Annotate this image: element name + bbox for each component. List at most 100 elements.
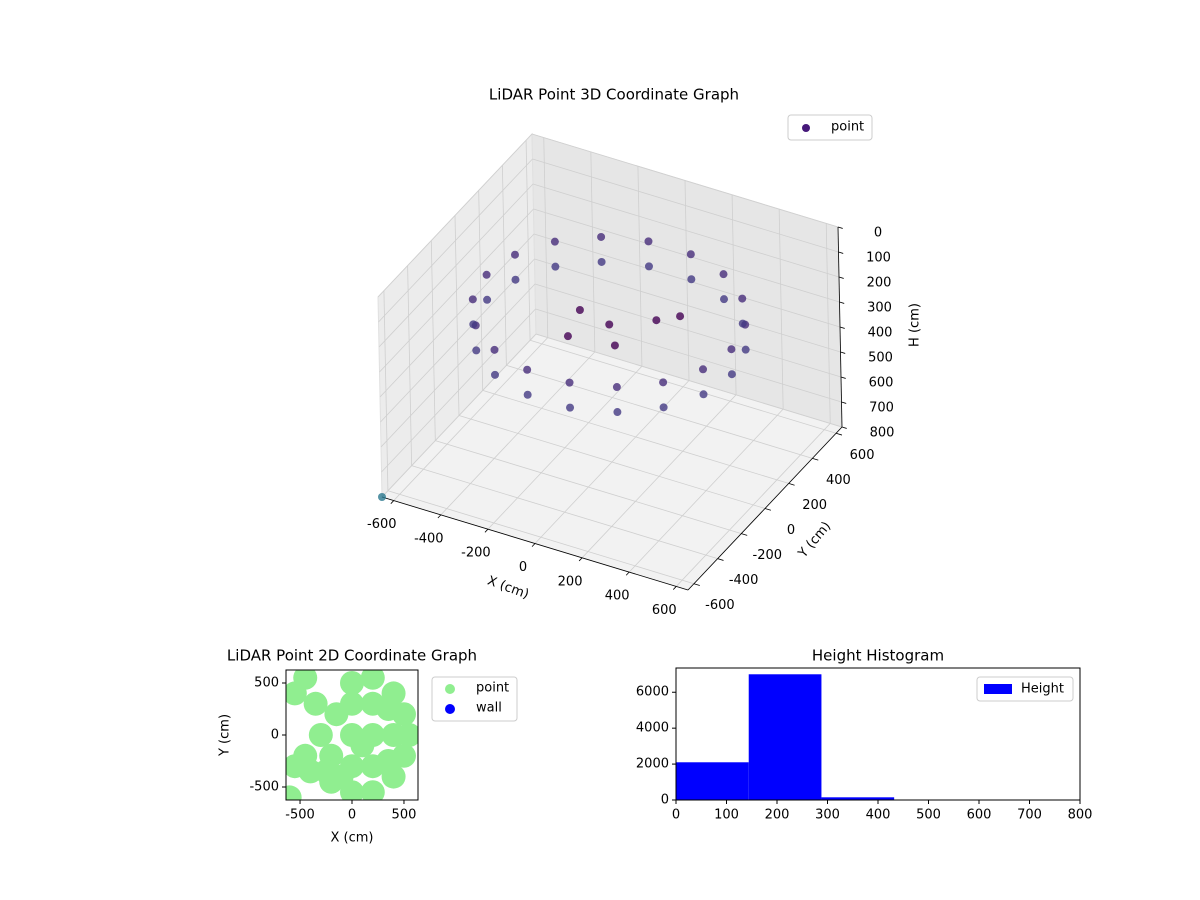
point [511, 275, 520, 284]
point [376, 749, 401, 773]
point [483, 295, 492, 304]
point [565, 378, 574, 387]
plot-area [286, 670, 418, 800]
point [597, 257, 606, 266]
bar [748, 674, 822, 800]
tick-mark [437, 514, 442, 519]
x-tick-label: 400 [605, 589, 630, 604]
point [575, 306, 584, 314]
grid-line [378, 183, 534, 348]
point [612, 383, 621, 392]
x-tick-label: -600 [367, 517, 397, 532]
tick-mark [841, 426, 847, 429]
x-tick-label: 0 [519, 560, 527, 575]
tick-mark [835, 432, 843, 436]
legend-marker [445, 704, 455, 714]
tick-mark [390, 500, 395, 504]
point [551, 262, 560, 271]
point [699, 390, 708, 399]
point [340, 671, 364, 695]
tick-mark [841, 401, 847, 404]
x-tick-label: 0 [672, 808, 680, 823]
grid-line [535, 333, 843, 428]
point [738, 294, 747, 303]
point [741, 345, 750, 354]
x-tick-label: 700 [1017, 808, 1042, 823]
grid-line [534, 283, 842, 378]
y-tick-label: 0 [661, 793, 669, 808]
point [472, 346, 481, 355]
chart-title: Height Histogram [812, 647, 944, 665]
point [719, 270, 728, 279]
point [676, 312, 685, 321]
y-tick-label: -400 [729, 573, 759, 588]
y-tick-label: 2000 [636, 757, 669, 772]
x-axis-label: X (cm) [485, 574, 531, 603]
tick-mark [839, 326, 845, 329]
x-tick-label: 500 [392, 808, 417, 823]
grid-line [379, 208, 534, 373]
grid-line [387, 490, 695, 585]
grid-line [533, 233, 841, 328]
z-tick-label: 800 [870, 426, 895, 441]
z-tick-label: 300 [867, 301, 892, 316]
point [613, 408, 622, 417]
point [652, 316, 661, 325]
point [550, 237, 559, 246]
point [314, 759, 339, 784]
z-axis-label: H (cm) [908, 303, 923, 347]
point [687, 275, 696, 284]
y-axis-line [687, 426, 843, 591]
point [293, 670, 318, 690]
grid-line [458, 415, 766, 509]
tick-mark [717, 558, 724, 561]
y-axis-label: Y (cm) [218, 714, 233, 757]
tick-mark [764, 508, 772, 511]
x-tick-label: 400 [866, 808, 891, 823]
point [566, 403, 575, 412]
x-tick-label: 0 [348, 808, 356, 823]
point [738, 319, 747, 328]
x-tick-label: 600 [967, 808, 992, 823]
tick-mark [672, 586, 677, 590]
z-tick-label: 100 [866, 251, 891, 266]
y-tick-label: 500 [254, 676, 279, 691]
point [490, 370, 499, 379]
legend-marker [802, 124, 810, 132]
point [308, 723, 333, 747]
tick-mark [840, 351, 846, 354]
plot-area [676, 674, 1080, 800]
point [286, 785, 302, 800]
point [381, 723, 406, 747]
grid-line [381, 308, 536, 473]
tick-mark [693, 583, 700, 586]
y-tick-label: -600 [705, 598, 735, 613]
x-tick-label: -200 [461, 546, 491, 561]
tick-mark [839, 301, 845, 304]
x-axis-label: X (cm) [331, 831, 374, 846]
point [659, 403, 668, 412]
x-tick-label: -400 [414, 531, 444, 546]
x-axis-line [381, 496, 689, 591]
tick-mark [838, 251, 844, 254]
grid-line [435, 440, 742, 534]
point [523, 365, 532, 374]
x-tick-label: 300 [815, 808, 840, 823]
chart-title: LiDAR Point 2D Coordinate Graph [227, 647, 477, 665]
legend-label: wall [476, 701, 502, 716]
tick-mark [788, 483, 795, 486]
grid-line [380, 258, 535, 423]
point [605, 320, 614, 329]
tick-mark [484, 528, 489, 533]
y-tick-label: 6000 [636, 685, 669, 700]
x-tick-label: -500 [285, 808, 315, 823]
legend-box [431, 676, 518, 722]
tick-mark [837, 226, 843, 229]
legend-marker [445, 684, 455, 694]
x-tick-label: 800 [1068, 808, 1093, 823]
point [350, 733, 375, 758]
grid-line [533, 208, 840, 303]
point [360, 780, 385, 800]
z-tick-label: 500 [868, 351, 893, 366]
point [340, 691, 364, 716]
